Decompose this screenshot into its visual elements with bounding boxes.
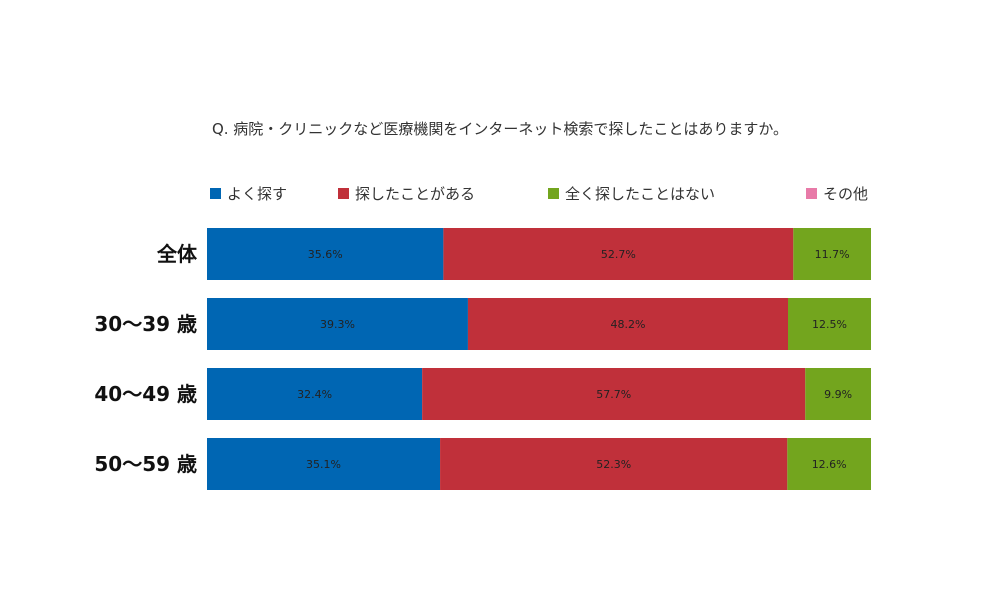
data-label: 35.1%: [306, 458, 341, 471]
legend-item-never: 全く探したことはない: [548, 183, 715, 204]
data-label: 57.7%: [596, 388, 631, 401]
data-label: 48.2%: [611, 318, 646, 331]
data-label: 32.4%: [297, 388, 332, 401]
bar-segment: [793, 228, 871, 280]
category-label: 40～49 歳: [94, 382, 197, 406]
legend-swatch-have-searched: [338, 188, 349, 199]
bar-segment: [788, 298, 871, 350]
legend-swatch-often: [210, 188, 221, 199]
data-label: 11.7%: [815, 248, 850, 261]
legend-label-have-searched: 探したことがある: [355, 185, 476, 203]
bar-segment: [207, 298, 468, 350]
category-label: 全体: [156, 242, 198, 266]
legend: よく探す 探したことがある 全く探したことはない その他: [210, 183, 890, 203]
bar-segment: [440, 438, 788, 490]
data-label: 52.7%: [601, 248, 636, 261]
bar-segment: [443, 228, 794, 280]
data-label: 52.3%: [596, 458, 631, 471]
legend-item-have-searched: 探したことがある: [338, 183, 475, 204]
legend-swatch-never: [548, 188, 559, 199]
data-label: 9.9%: [824, 388, 852, 401]
legend-swatch-other: [806, 188, 817, 199]
data-label: 35.6%: [308, 248, 343, 261]
bar-segment: [805, 368, 871, 420]
legend-item-other: その他: [806, 183, 868, 204]
category-label: 30～39 歳: [94, 312, 197, 336]
bar-segment: [467, 298, 788, 350]
chart-title: Q. 病院・クリニックなど医療機関をインターネット検索で探したことはありますか。: [211, 120, 789, 138]
bar-segment: [207, 228, 444, 280]
category-label: 50～59 歳: [94, 452, 197, 476]
bar-segment: [422, 368, 806, 420]
legend-label-never: 全く探したことはない: [565, 185, 716, 203]
legend-label-other: その他: [823, 185, 869, 203]
data-label: 39.3%: [320, 318, 355, 331]
data-label: 12.6%: [812, 458, 847, 471]
bar-segment: [207, 438, 441, 490]
legend-label-often: よく探す: [227, 185, 288, 203]
legend-item-often: よく探す: [210, 183, 287, 204]
bar-segment: [207, 368, 423, 420]
data-label: 12.5%: [812, 318, 847, 331]
bar-segment: [787, 438, 871, 490]
